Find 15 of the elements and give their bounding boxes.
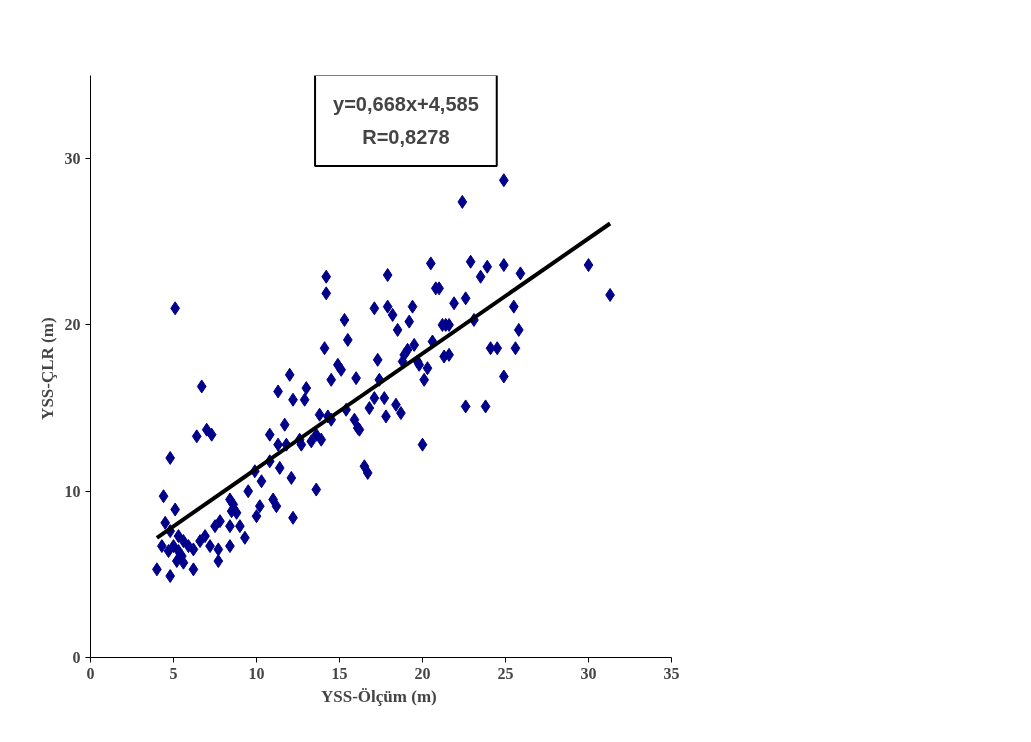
x-tick-label: 20	[414, 664, 431, 682]
x-tick-label: 5	[169, 664, 178, 682]
x-tick-label: 0	[86, 664, 95, 682]
x-axis-title: YSS-Ölçüm (m)	[321, 686, 437, 706]
y-tick-label: 20	[64, 316, 81, 334]
x-tick-label: 35	[663, 664, 680, 682]
y-tick-label: 10	[64, 482, 81, 500]
x-tick-label: 15	[331, 664, 348, 682]
y-tick-label: 0	[72, 649, 81, 666]
annotation: y=0,668x+4,585 R=0,8278	[333, 92, 479, 148]
y-axis-title: YSS-ÇLR (m)	[37, 317, 57, 420]
y-tick-label: 30	[64, 150, 81, 168]
x-tick-label: 10	[248, 664, 265, 682]
x-tick-label: 30	[580, 664, 597, 682]
x-tick-label: 25	[497, 664, 514, 682]
